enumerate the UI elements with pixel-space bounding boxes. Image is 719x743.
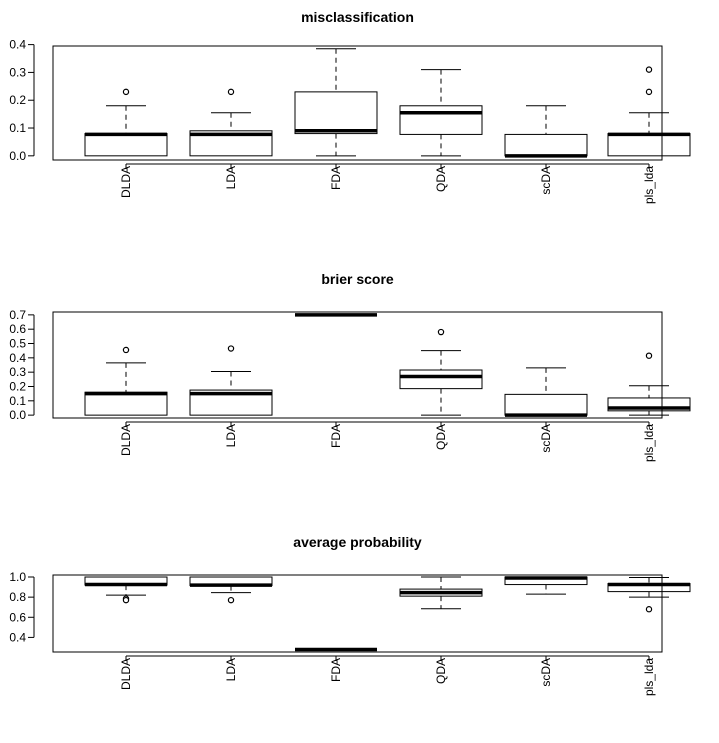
y-tick-label: 0.2 <box>9 93 26 107</box>
box-dlda <box>84 346 168 416</box>
x-tick-label-dlda: DLDA <box>119 424 133 456</box>
x-tick-label-dlda: DLDA <box>119 166 133 198</box>
x-tick-label-dlda: DLDA <box>119 658 133 690</box>
box-iqr <box>504 393 588 416</box>
y-tick-label: 0.6 <box>9 322 26 336</box>
box-fda <box>294 48 378 157</box>
box-lda <box>189 88 273 157</box>
outlier-point <box>645 66 653 73</box>
y-tick-label: 0.1 <box>9 121 26 135</box>
box-qda <box>399 69 483 157</box>
y-tick-label: 0.0 <box>9 408 26 422</box>
box-lda <box>189 576 273 604</box>
x-tick-label-qda: QDA <box>434 166 448 192</box>
x-tick-label-pls_lda: pls_lda <box>642 658 656 696</box>
x-tick-label-lda: LDA <box>224 658 238 681</box>
outlier-point <box>227 596 235 604</box>
box-pls_lda <box>607 66 691 157</box>
box-iqr <box>399 369 483 390</box>
box-iqr <box>189 130 273 157</box>
plot-frame <box>52 45 663 161</box>
x-tick-label-scda: scDA <box>539 424 553 453</box>
box-dlda <box>84 576 168 604</box>
box-qda <box>399 328 483 416</box>
plot-frame <box>52 311 663 419</box>
box-iqr <box>399 105 483 135</box>
y-tick-label: 1.0 <box>9 570 26 584</box>
x-tick-label-fda: FDA <box>329 166 343 190</box>
outlier-point <box>122 346 130 354</box>
chart-title: misclassification <box>301 9 414 25</box>
y-tick-label: 0.4 <box>9 630 26 644</box>
y-tick-label: 0.1 <box>9 394 26 408</box>
y-tick-label: 0.3 <box>9 65 26 79</box>
panel-1: brier score 0.00.10.20.30.40.50.60.7 DLDA L… <box>9 271 691 462</box>
box-lda <box>189 345 273 416</box>
outlier-point <box>122 596 130 604</box>
y-tick-label: 0.6 <box>9 610 26 624</box>
x-tick-label-lda: LDA <box>224 424 238 447</box>
box-scda <box>504 105 588 158</box>
y-tick-label: 0.8 <box>9 590 26 604</box>
box-iqr <box>189 389 273 416</box>
x-tick-label-scda: scDA <box>539 166 553 195</box>
outlier-point <box>645 606 653 613</box>
y-tick-label: 0.4 <box>9 38 26 52</box>
outlier-point <box>227 345 235 352</box>
x-tick-label-scda: scDA <box>539 658 553 687</box>
chart-title: brier score <box>321 271 394 287</box>
box-iqr <box>84 133 168 157</box>
outlier-point <box>122 88 130 96</box>
box-iqr <box>84 391 168 416</box>
y-tick-label: 0.5 <box>9 337 26 351</box>
plot-frame <box>52 574 663 653</box>
y-tick-label: 0.0 <box>9 149 26 163</box>
x-tick-label-fda: FDA <box>329 658 343 682</box>
box-pls_lda <box>607 352 691 416</box>
box-iqr <box>504 133 588 157</box>
outlier-point <box>437 328 445 336</box>
y-tick-label: 0.4 <box>9 351 26 365</box>
panel-2: average probability 0.4 0.6 0.8 1.0 DLDA LDA FD… <box>9 534 691 696</box>
x-tick-label-qda: QDA <box>434 658 448 684</box>
outlier-point <box>645 88 653 96</box>
y-tick-label: 0.7 <box>9 308 26 322</box>
chart-title: average probability <box>293 534 422 550</box>
y-tick-label: 0.2 <box>9 379 26 393</box>
y-tick-label: 0.3 <box>9 365 26 379</box>
box-qda <box>399 576 483 610</box>
box-scda <box>504 576 588 595</box>
x-tick-label-pls_lda: pls_lda <box>642 424 656 462</box>
x-tick-label-fda: FDA <box>329 424 343 448</box>
box-scda <box>504 367 588 417</box>
box-pls_lda <box>607 577 691 613</box>
outlier-point <box>645 352 653 359</box>
x-tick-label-qda: QDA <box>434 424 448 450</box>
panel-0: misclassification 0.0 0.1 0.2 0.3 0.4 DLDA LDA F… <box>9 9 691 204</box>
box-iqr <box>294 91 378 135</box>
box-dlda <box>84 88 168 157</box>
outlier-point <box>227 88 235 96</box>
x-tick-label-pls_lda: pls_lda <box>642 166 656 204</box>
box-iqr <box>607 133 691 157</box>
box-iqr <box>607 397 691 412</box>
x-tick-label-lda: LDA <box>224 166 238 189</box>
